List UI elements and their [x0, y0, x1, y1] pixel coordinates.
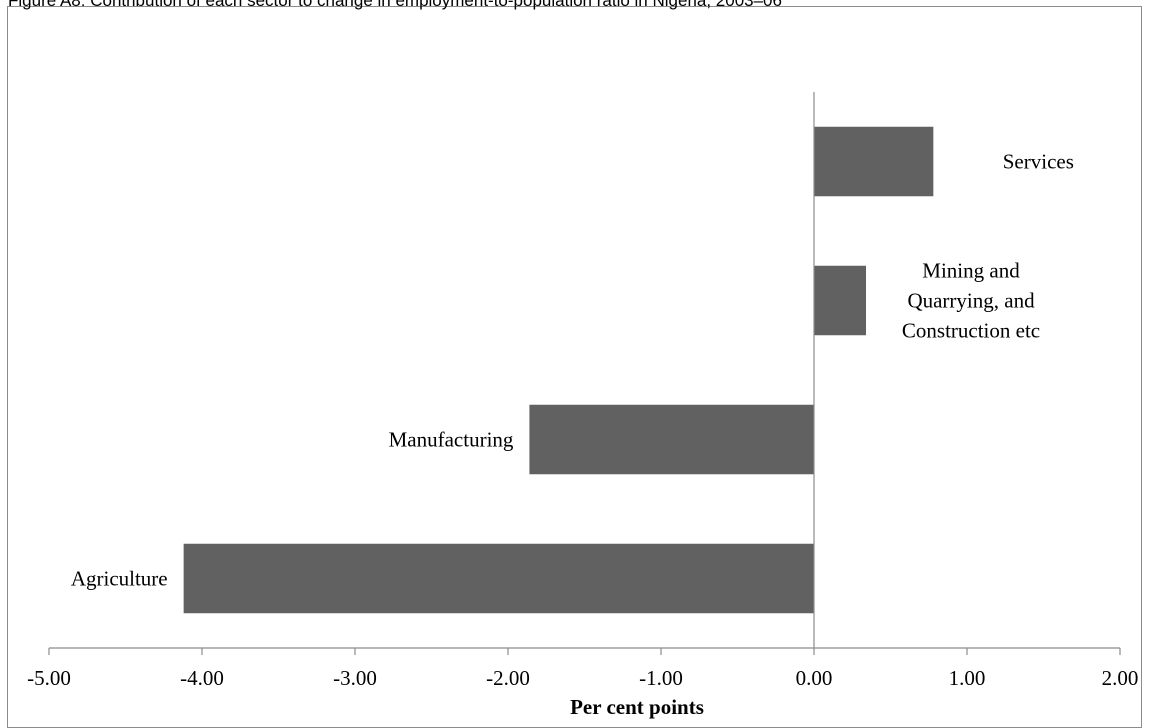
- bar-0: [814, 126, 934, 197]
- bar-3: [183, 543, 814, 614]
- x-tick-label: -5.00: [27, 666, 71, 690]
- category-label-0: Services: [1003, 150, 1074, 174]
- x-tick-label: -3.00: [333, 666, 377, 690]
- category-label-3: Agriculture: [71, 567, 168, 591]
- x-axis-title: Per cent points: [570, 695, 704, 719]
- category-label-1: Mining and Quarrying, and Construction etc: [902, 259, 1040, 343]
- chart-title: Figure A8: Contribution of each sector t…: [8, 0, 782, 10]
- bar-1: [814, 265, 867, 336]
- x-tick-label: -4.00: [180, 666, 224, 690]
- category-label-2: Manufacturing: [389, 428, 514, 452]
- x-tick-label: 0.00: [796, 666, 833, 690]
- x-tick-label: -2.00: [486, 666, 530, 690]
- x-tick-label: 1.00: [949, 666, 986, 690]
- bar-2: [529, 404, 814, 475]
- x-tick-label: 2.00: [1102, 666, 1139, 690]
- x-tick-label: -1.00: [639, 666, 683, 690]
